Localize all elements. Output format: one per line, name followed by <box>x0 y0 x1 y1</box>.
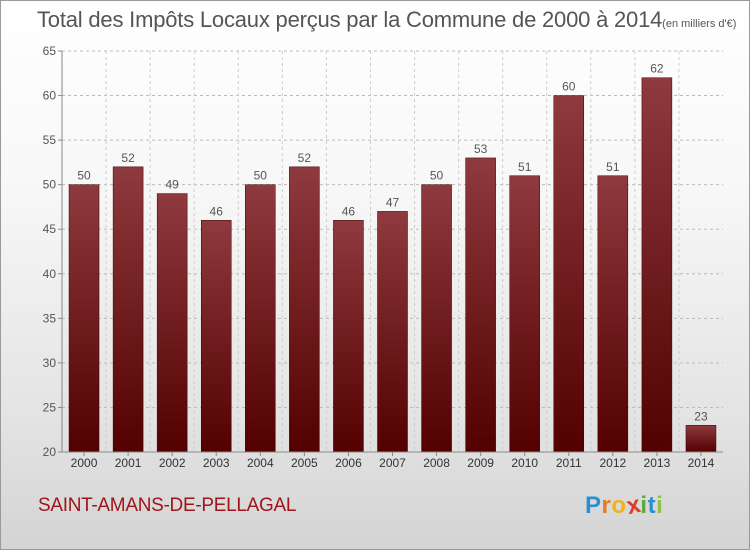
x-tick-label: 2008 <box>423 456 450 470</box>
logo-letter: P <box>585 492 602 519</box>
x-tick-label: 2009 <box>467 456 494 470</box>
bar <box>597 175 629 453</box>
x-tick-label: 2005 <box>291 456 318 470</box>
x-tick-label: 2000 <box>71 456 98 470</box>
proxiti-logo[interactable]: Proxiti <box>585 491 664 520</box>
logo-letter: o <box>611 492 627 519</box>
data-label: 51 <box>606 160 620 174</box>
x-tick-label: 2001 <box>115 456 142 470</box>
data-labels: 50 52 49 46 50 52 46 47 50 53 51 60 51 62 23 <box>77 62 708 424</box>
bar <box>377 211 408 453</box>
data-label: 60 <box>562 80 576 94</box>
logo-letter: t <box>647 492 657 519</box>
bar <box>685 425 717 453</box>
y-tick-label: 40 <box>43 267 57 281</box>
x-tick-label: 2014 <box>688 456 715 470</box>
bar <box>112 166 144 453</box>
bar <box>641 77 673 453</box>
bar <box>289 166 320 453</box>
data-label: 50 <box>430 169 444 183</box>
x-tick-label: 2007 <box>379 456 406 470</box>
data-label: 46 <box>210 204 224 218</box>
bar <box>200 220 232 453</box>
data-label: 53 <box>474 142 488 156</box>
commune-name: SAINT-AMANS-DE-PELLAGAL <box>38 495 297 516</box>
data-label: 52 <box>121 151 135 165</box>
data-label: 50 <box>77 169 91 183</box>
logo-letter: i <box>640 492 648 519</box>
data-label: 62 <box>650 62 664 76</box>
x-tick-label: 2004 <box>247 456 274 470</box>
data-label: 50 <box>254 169 268 183</box>
x-tick-label: 2013 <box>644 456 671 470</box>
bar <box>421 184 452 453</box>
x-tick-label: 2003 <box>203 456 230 470</box>
axes: 20 25 30 35 40 45 50 55 60 65 2000 2001 2002 2003 2004… <box>43 44 723 470</box>
data-label: 23 <box>694 409 708 423</box>
x-tick-label: 2002 <box>159 456 186 470</box>
y-tick-label: 20 <box>43 445 57 459</box>
y-tick-label: 55 <box>43 133 57 147</box>
x-tick-label: 2010 <box>511 456 538 470</box>
data-label: 47 <box>386 195 400 209</box>
y-tick-label: 65 <box>43 44 57 58</box>
bars <box>68 77 717 453</box>
y-tick-label: 50 <box>43 178 57 192</box>
bar <box>68 184 100 453</box>
data-label: 49 <box>165 178 179 192</box>
y-tick-label: 25 <box>43 400 57 414</box>
logo-letter: i <box>656 492 664 519</box>
data-label: 52 <box>298 151 312 165</box>
bar <box>156 193 188 453</box>
y-tick-label: 45 <box>43 222 57 236</box>
bar <box>509 175 540 453</box>
x-tick-label: 2006 <box>335 456 362 470</box>
logo-letter: r <box>601 492 612 519</box>
x-tick-label: 2011 <box>556 456 582 470</box>
bar <box>465 157 496 453</box>
y-tick-label: 60 <box>43 89 57 103</box>
y-tick-label: 30 <box>43 356 57 370</box>
chart-title: Total des Impôts Locaux perçus par la Co… <box>37 7 736 33</box>
title-text: Total des Impôts Locaux perçus par la Co… <box>37 7 663 32</box>
bar <box>333 220 364 453</box>
title-unit: (en milliers d'€) <box>662 18 737 30</box>
bar <box>553 95 585 453</box>
bar <box>245 184 276 453</box>
data-label: 46 <box>342 204 356 218</box>
x-tick-label: 2012 <box>599 456 626 470</box>
data-label: 51 <box>518 160 532 174</box>
y-tick-label: 35 <box>43 311 57 325</box>
